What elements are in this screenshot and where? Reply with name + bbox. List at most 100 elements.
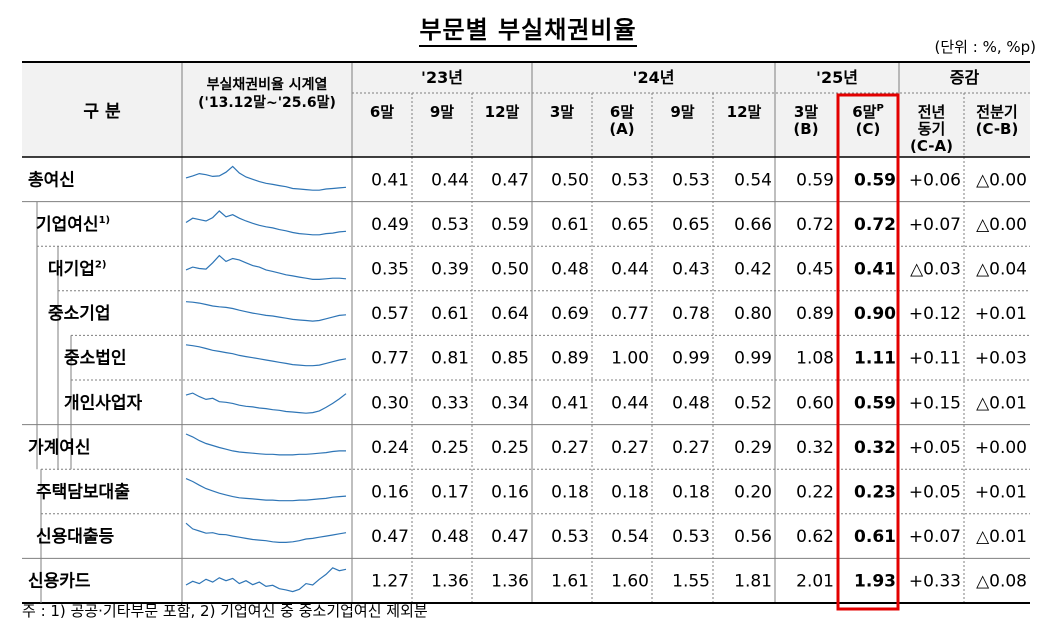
year-group-header: 증감 — [950, 68, 980, 87]
value-cell: 0.49 — [371, 215, 409, 235]
value-cell: 0.72 — [854, 215, 896, 235]
row-label: 가계여신 — [28, 438, 91, 458]
value-cell: 0.47 — [491, 527, 529, 547]
value-cell: 0.41 — [854, 260, 896, 280]
value-cell: +0.05 — [909, 438, 961, 458]
value-cell: 1.93 — [854, 572, 896, 592]
column-header: (A) — [609, 120, 634, 138]
value-cell: +0.01 — [975, 304, 1027, 324]
unit-label: (단위 : %, %p) — [934, 38, 1036, 56]
value-cell: 0.27 — [551, 438, 589, 458]
value-cell: 0.47 — [371, 527, 409, 547]
sparkline — [185, 567, 347, 593]
value-cell: 0.53 — [611, 170, 649, 190]
sparkline — [185, 344, 347, 367]
value-cell: 0.54 — [611, 527, 649, 547]
value-cell: +0.07 — [909, 527, 961, 547]
value-cell: 0.48 — [551, 260, 589, 280]
value-cell: 0.81 — [431, 349, 469, 369]
value-cell: +0.12 — [909, 304, 961, 324]
year-group-header: '23년 — [421, 68, 463, 87]
value-cell: +0.33 — [909, 572, 961, 592]
value-cell: 0.61 — [551, 215, 589, 235]
value-cell: 1.60 — [611, 572, 649, 592]
column-header: 동기 — [918, 120, 946, 138]
value-cell: 1.00 — [611, 349, 649, 369]
value-cell: △0.01 — [976, 393, 1027, 413]
value-cell: 0.69 — [551, 304, 589, 324]
row-label: 신용대출등 — [36, 527, 115, 547]
value-cell: 0.90 — [854, 304, 896, 324]
value-cell: 0.45 — [796, 260, 834, 280]
value-cell: +0.11 — [909, 349, 961, 369]
value-cell: 0.66 — [734, 215, 772, 235]
value-cell: 0.62 — [796, 527, 834, 547]
value-cell: 1.27 — [371, 572, 409, 592]
sparkline — [185, 478, 347, 502]
value-cell: 0.57 — [371, 304, 409, 324]
value-cell: 0.41 — [551, 393, 589, 413]
value-cell: 0.59 — [491, 215, 529, 235]
value-cell: 1.11 — [854, 349, 896, 369]
value-cell: 0.48 — [431, 527, 469, 547]
value-cell: 0.39 — [431, 260, 469, 280]
value-cell: 0.99 — [672, 349, 710, 369]
value-cell: 1.36 — [431, 572, 469, 592]
value-cell: 0.59 — [796, 170, 834, 190]
value-cell: 0.56 — [734, 527, 772, 547]
value-cell: 1.08 — [796, 349, 834, 369]
value-cell: 0.77 — [371, 349, 409, 369]
value-cell: 0.32 — [854, 438, 896, 458]
value-cell: △0.00 — [976, 170, 1027, 190]
value-cell: 0.25 — [491, 438, 529, 458]
value-cell: 0.33 — [431, 393, 469, 413]
value-cell: 0.77 — [611, 304, 649, 324]
value-cell: +0.06 — [909, 170, 961, 190]
column-header: 6말 — [370, 103, 394, 121]
value-cell: 0.48 — [672, 393, 710, 413]
column-header: 3말 — [550, 103, 574, 121]
page-title: 부문별 부실채권비율 — [0, 10, 1056, 47]
value-cell: 0.64 — [491, 304, 529, 324]
value-cell: 0.59 — [854, 170, 896, 190]
column-header: 전년 — [918, 103, 946, 121]
value-cell: 0.53 — [431, 215, 469, 235]
sparkline — [185, 210, 347, 236]
column-header: (C-B) — [976, 120, 1019, 138]
sparkline-header-title: 부실채권비율 시계열 — [207, 76, 328, 93]
value-cell: 0.59 — [854, 393, 896, 413]
column-header: (C) — [856, 120, 881, 138]
year-group-header: '24년 — [633, 68, 675, 87]
value-cell: 0.52 — [734, 393, 772, 413]
column-header: 6말P — [852, 103, 884, 121]
value-cell: 0.24 — [371, 438, 409, 458]
value-cell: 0.44 — [611, 260, 649, 280]
row-label: 총여신 — [28, 170, 75, 190]
value-cell: 0.20 — [734, 483, 772, 503]
value-cell: 0.50 — [551, 170, 589, 190]
sparkline — [185, 433, 346, 456]
value-cell: 0.50 — [491, 260, 529, 280]
value-cell: +0.07 — [909, 215, 961, 235]
value-cell: 1.81 — [734, 572, 772, 592]
value-cell: △0.04 — [976, 260, 1027, 280]
value-cell: 0.27 — [672, 438, 710, 458]
value-cell: +0.03 — [975, 349, 1027, 369]
value-cell: 0.89 — [796, 304, 834, 324]
value-cell: 1.55 — [672, 572, 710, 592]
value-cell: 0.34 — [491, 393, 529, 413]
column-header: 12말 — [727, 103, 762, 121]
value-cell: 0.78 — [672, 304, 710, 324]
column-header: 전분기 — [976, 103, 1017, 121]
value-cell: △0.01 — [976, 527, 1027, 547]
row-label: 개인사업자 — [64, 393, 143, 413]
value-cell: 0.53 — [672, 170, 710, 190]
value-cell: 0.17 — [431, 483, 469, 503]
sparkline-header-range: ('13.12말~'25.6말) — [198, 95, 336, 111]
value-cell: △0.03 — [910, 260, 961, 280]
value-cell: 2.01 — [796, 572, 834, 592]
value-cell: 0.60 — [796, 393, 834, 413]
row-label: 신용카드 — [28, 572, 91, 592]
value-cell: 0.22 — [796, 483, 834, 503]
